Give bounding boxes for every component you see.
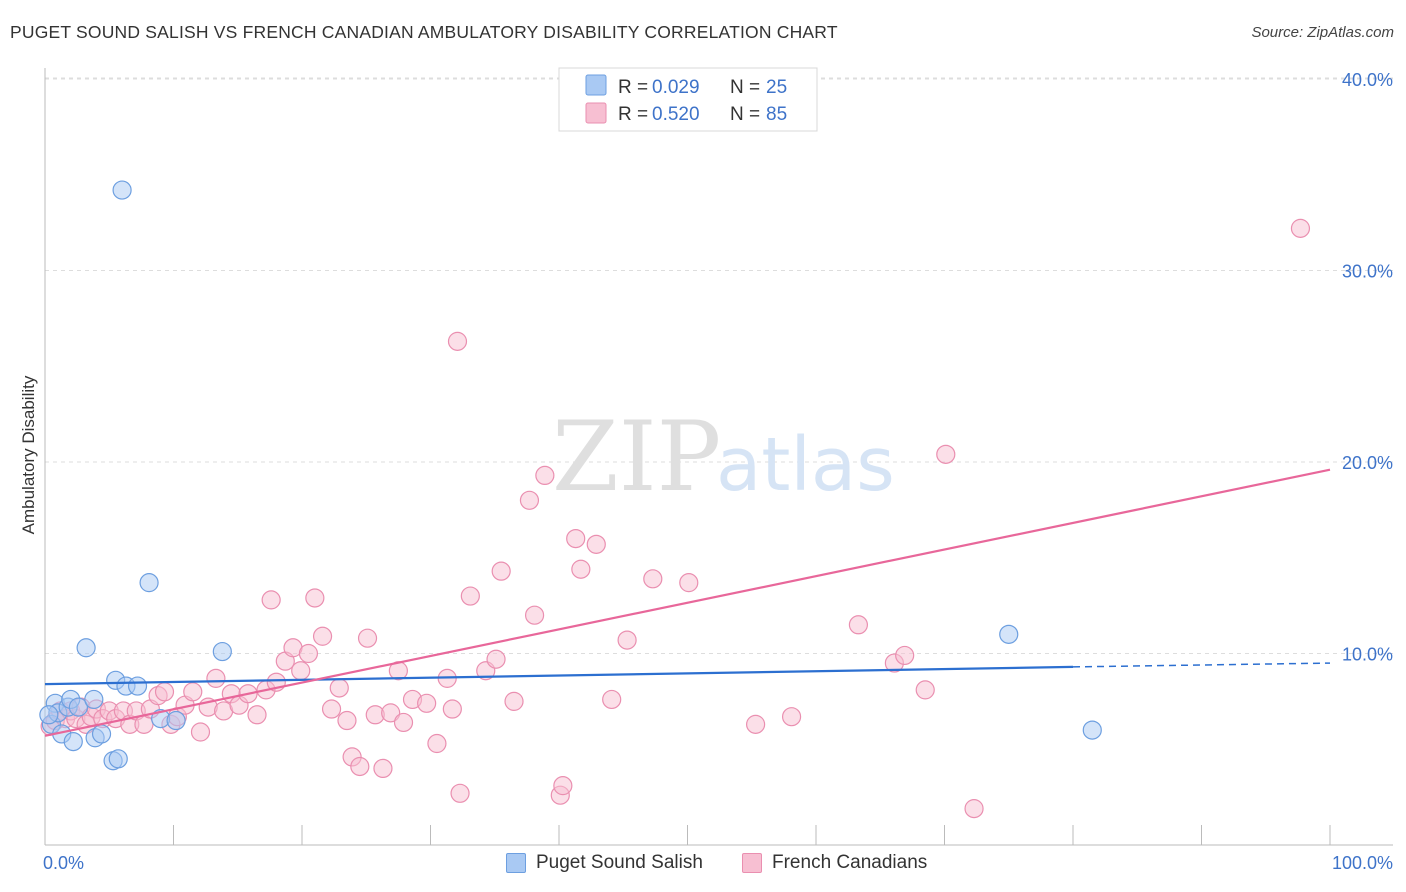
puget-sound-salish-series: [39, 180, 1102, 771]
french-canadians-point: [617, 630, 637, 650]
french-canadians-point: [417, 693, 437, 713]
puget-sound-salish-point: [91, 724, 112, 744]
puget-sound-salish-point: [112, 180, 132, 200]
french-canadians-point: [781, 707, 802, 727]
french-canadians-point: [393, 712, 414, 733]
legend-blue-swatch: [585, 74, 607, 96]
french-canadians-point: [247, 705, 267, 725]
watermark-atlas: atlas: [716, 422, 895, 508]
french-canadians-point: [566, 528, 586, 549]
x-tick-label: 0.0%: [43, 853, 84, 873]
french-canadians-point: [206, 668, 226, 688]
french-canadians-point: [491, 561, 511, 581]
french-canadians-point: [373, 758, 393, 779]
french-canadians-point: [321, 699, 342, 719]
french-canadians-swatch: [742, 853, 762, 873]
series-legend: Puget Sound Salish French Canadians: [0, 852, 1406, 878]
legend-n-label-1: N =: [730, 77, 760, 98]
chart-title: PUGET SOUND SALISH VS FRENCH CANADIAN AM…: [10, 22, 838, 42]
x-tick-label: 100.0%: [1332, 853, 1393, 873]
french-canadians-point: [312, 626, 333, 646]
legend-r-value-2: 0.520: [652, 104, 700, 125]
french-canadians-point: [586, 534, 606, 554]
french-canadians-point: [1290, 218, 1311, 238]
french-canadians-point: [895, 645, 915, 666]
grid-lines: [45, 77, 1393, 654]
french-canadians-point: [291, 661, 311, 681]
french-canadians-point: [936, 444, 956, 464]
trend-lines: [44, 468, 1331, 737]
legend-r-label-1: R =: [618, 77, 648, 98]
puget-sound-salish-point: [76, 638, 96, 658]
legend-r-label-2: R =: [618, 104, 648, 125]
french-canadians-point: [504, 691, 524, 711]
french-canadians-point: [460, 586, 480, 606]
french-canadians-point: [447, 331, 468, 351]
y-tick-label: 10.0%: [1342, 645, 1393, 665]
puget-sound-salish-point: [212, 641, 232, 662]
legend-n-value-2: 85: [766, 104, 787, 125]
legend-r-value-1: 0.029: [652, 77, 700, 98]
puget-sound-salish-point: [127, 676, 148, 696]
legend-item-puget-sound-salish: Puget Sound Salish: [506, 852, 703, 874]
puget-sound-salish-point: [999, 624, 1019, 644]
french-canadians-point: [602, 689, 622, 710]
puget-sound-salish-point: [1082, 720, 1102, 740]
french-canadians-point: [350, 756, 370, 777]
french-canadians-point: [154, 682, 175, 702]
french-canadians-point: [964, 799, 984, 819]
french-canadians-point: [381, 703, 401, 723]
legend-pink-swatch: [585, 102, 607, 124]
puget-sound-salish-point: [63, 731, 83, 752]
french-canadians-point: [486, 649, 506, 669]
watermark: ZIP atlas: [552, 401, 895, 513]
legend-n-label-2: N =: [730, 104, 760, 125]
tick-labels: 10.0% 20.0% 30.0% 40.0% 0.0% 100.0%: [43, 70, 1393, 873]
french-canadians-trend-line: [44, 468, 1331, 737]
puget-sound-salish-trend-line: [44, 665, 1074, 686]
y-axis-label: Ambulatory Disability: [19, 375, 38, 534]
puget-sound-salish-point: [166, 710, 186, 731]
french-canadians-point: [190, 722, 211, 742]
french-canadians-point: [305, 588, 325, 608]
french-canadians-point: [183, 682, 203, 702]
french-canadians-point: [298, 643, 319, 664]
french-canadians-point: [357, 628, 378, 648]
correlation-legend: R = 0.029 N = 25 R = 0.520 N = 85: [558, 67, 818, 132]
french-canadians-point: [450, 783, 470, 803]
source-label: Source: ZipAtlas.com: [1251, 24, 1394, 41]
watermark-zip: ZIP: [552, 401, 721, 513]
french-canadians-point: [643, 569, 663, 589]
puget-sound-salish-trend-extension: [1072, 662, 1331, 668]
puget-sound-salish-swatch: [506, 853, 526, 873]
french-canadians-point: [571, 559, 591, 579]
french-canadians-point: [553, 776, 573, 796]
legend-item-french-canadians: French Canadians: [742, 852, 927, 874]
french-canadians-point: [915, 680, 935, 700]
puget-sound-salish-point: [39, 705, 59, 725]
legend-n-value-1: 25: [766, 77, 787, 98]
puget-sound-salish-point: [108, 749, 128, 769]
french-canadians-point: [679, 573, 699, 593]
y-tick-label: 20.0%: [1342, 453, 1393, 473]
y-tick-label: 40.0%: [1342, 70, 1393, 90]
french-canadians-point: [848, 615, 869, 635]
french-canadians-series: [40, 218, 1311, 819]
french-canadians-point: [337, 710, 357, 731]
french-canadians-point: [519, 490, 540, 510]
french-canadians-point: [261, 590, 281, 610]
puget-sound-salish-point: [84, 689, 104, 710]
french-canadians-point: [329, 678, 349, 698]
french-canadians-point: [524, 605, 545, 625]
puget-sound-salish-point: [139, 573, 159, 593]
french-canadians-point: [535, 465, 555, 486]
french-canadians-point: [427, 733, 447, 754]
french-canadians-point: [442, 699, 462, 719]
puget-sound-salish-point: [68, 697, 89, 717]
french-canadians-point: [746, 714, 766, 734]
legend-label-puget-sound-salish: Puget Sound Salish: [536, 852, 703, 873]
legend-label-french-canadians: French Canadians: [772, 852, 928, 873]
y-tick-label: 30.0%: [1342, 262, 1393, 282]
